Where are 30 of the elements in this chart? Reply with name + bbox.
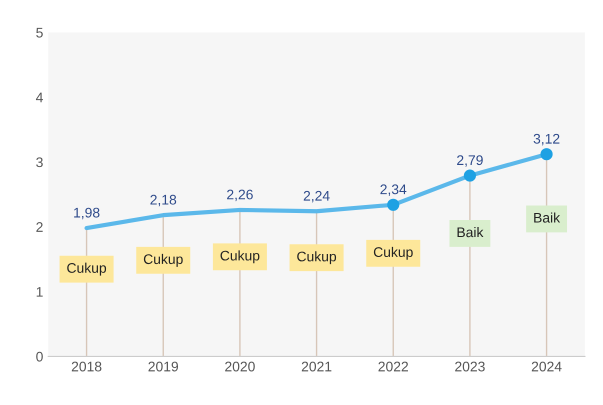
x-tick-label: 2024 xyxy=(532,362,562,372)
annotation: Baik xyxy=(534,212,560,223)
data-label: 3,12 xyxy=(534,134,560,146)
data-label: 2,79 xyxy=(457,155,483,167)
data-label: 2,34 xyxy=(380,184,406,196)
data-label: 2,26 xyxy=(227,190,253,202)
x-tick-label: 2023 xyxy=(455,362,485,372)
annotation: Cukup xyxy=(374,246,413,260)
y-tick-label: 5 xyxy=(36,28,43,38)
x-tick-label: 2021 xyxy=(302,362,332,372)
y-tick-label: 3 xyxy=(36,157,43,168)
y-tick-label: 0 xyxy=(36,352,43,362)
annotation: Cukup xyxy=(67,262,106,276)
x-tick-label: 2022 xyxy=(378,362,408,372)
x-tick-label: 2020 xyxy=(225,362,255,372)
point xyxy=(387,198,400,211)
annotation: Cukup xyxy=(297,251,336,264)
x-tick-label: 2019 xyxy=(148,362,178,372)
annotation: Baik xyxy=(458,226,484,238)
point xyxy=(540,148,553,160)
y-tick-label: 1 xyxy=(36,287,43,297)
point xyxy=(464,170,476,182)
x-tick-label: 2018 xyxy=(72,362,102,372)
data-label: 1,98 xyxy=(74,208,100,220)
y-tick-label: 2 xyxy=(36,222,43,232)
data-label: 2,24 xyxy=(304,190,330,202)
data-label: 2,18 xyxy=(150,194,176,206)
y-tick-label: 4 xyxy=(36,92,43,102)
annotation: Cukup xyxy=(220,250,260,264)
annotation: Cukup xyxy=(144,254,183,267)
